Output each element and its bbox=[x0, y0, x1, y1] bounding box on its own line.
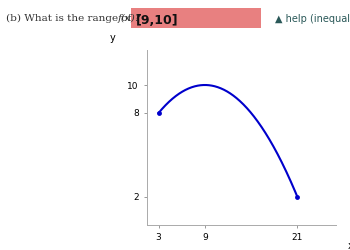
Text: [9,10]: [9,10] bbox=[136, 14, 178, 27]
FancyBboxPatch shape bbox=[131, 8, 261, 28]
Text: x: x bbox=[347, 241, 350, 250]
Text: ▲ help (inequalities): ▲ help (inequalities) bbox=[275, 14, 350, 24]
Text: f(x)?: f(x)? bbox=[118, 14, 141, 23]
Text: (b) What is the range of: (b) What is the range of bbox=[6, 14, 135, 23]
Text: y: y bbox=[110, 33, 116, 43]
